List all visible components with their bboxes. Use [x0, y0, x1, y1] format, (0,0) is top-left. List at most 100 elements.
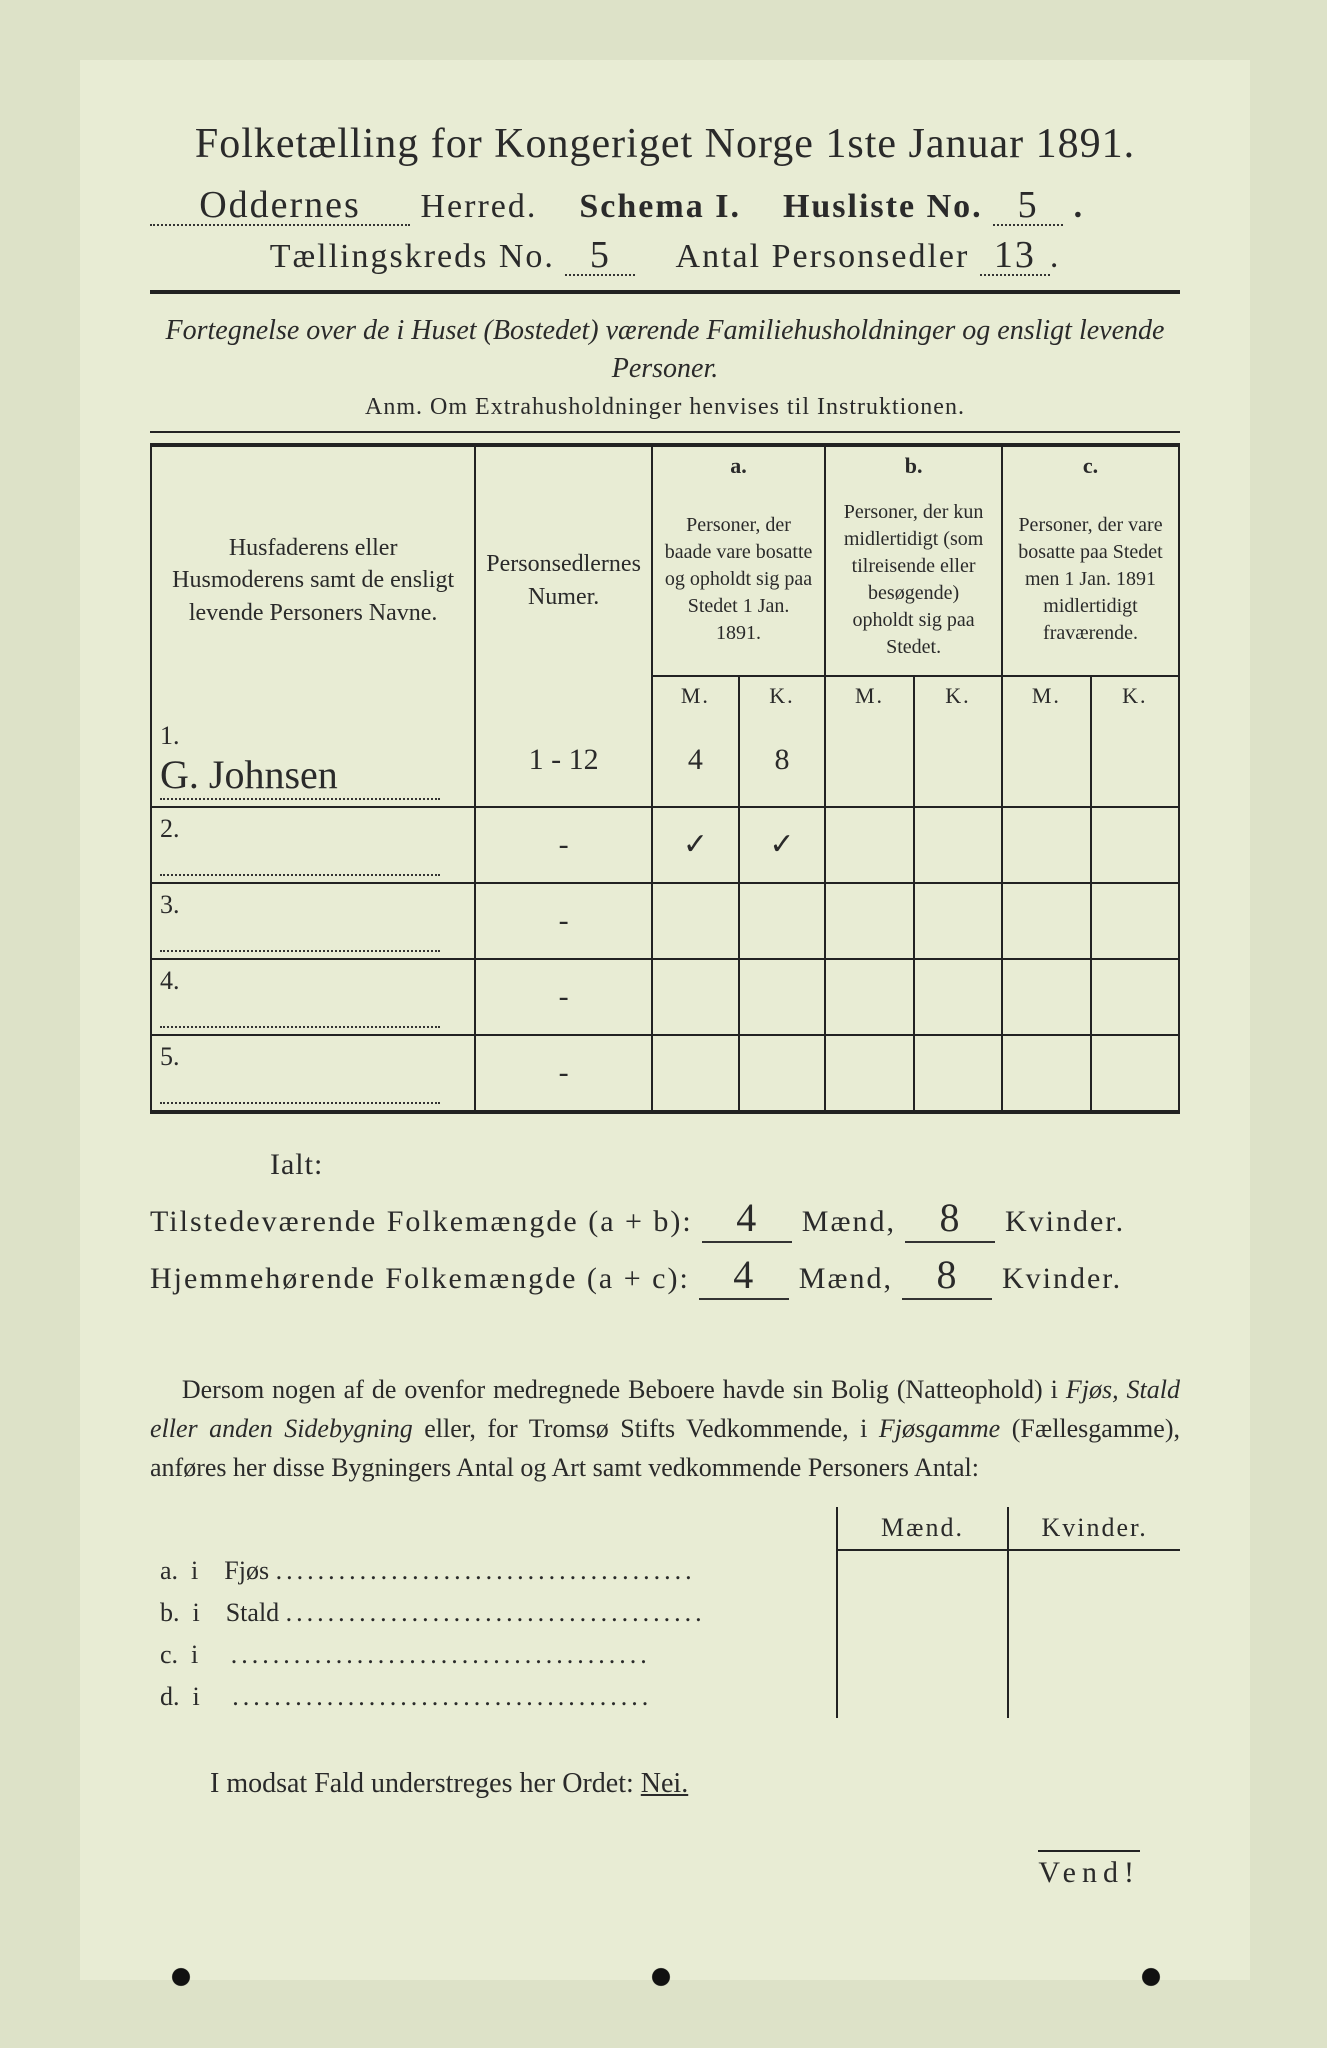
divider: [150, 290, 1180, 294]
bldg-k: [1008, 1676, 1180, 1718]
bldg-label: c. i ...................................…: [150, 1634, 837, 1676]
sum1-label: Tilstedeværende Folkemængde (a + b):: [150, 1205, 693, 1238]
maend-header: Mænd.: [837, 1507, 1009, 1550]
k-label: K.: [739, 676, 825, 715]
nei-word: Nei.: [641, 1768, 688, 1799]
header-line-2: Tællingskreds No. 5 Antal Personsedler 1…: [150, 236, 1180, 276]
nei-line: I modsat Fald understreges her Ordet: Ne…: [210, 1768, 1180, 1800]
bldg-m: [837, 1592, 1009, 1634]
antal-label: Antal Personsedler: [676, 238, 970, 275]
bldg-m: [837, 1634, 1009, 1676]
kreds-label: Tællingskreds No.: [270, 238, 555, 275]
c-m-cell: [1002, 807, 1091, 883]
husliste-value: 5: [993, 186, 1063, 226]
a-k-cell: [739, 883, 825, 959]
b-k-cell: [914, 1035, 1002, 1112]
page-title: Folketælling for Kongeriget Norge 1ste J…: [150, 120, 1180, 168]
kvinder-label: Kvinder.: [1002, 1262, 1122, 1295]
pn-cell: -: [475, 959, 652, 1035]
bldg-k: [1008, 1592, 1180, 1634]
c-m-cell: [1002, 959, 1091, 1035]
bldg-k: [1008, 1550, 1180, 1592]
name-cell: 3.: [151, 883, 475, 959]
table-row: 1.G. Johnsen1 - 1248: [151, 715, 1179, 807]
name-cell: 1.G. Johnsen: [151, 715, 475, 807]
bldg-label: d. i ...................................…: [150, 1676, 837, 1718]
pn-cell: -: [475, 883, 652, 959]
table-row: 2. -✓✓: [151, 807, 1179, 883]
household-table: Husfaderens eller Husmoderens samt de en…: [150, 443, 1180, 1114]
kvinder-label: Kvinder.: [1005, 1205, 1125, 1238]
c-k-cell: [1091, 715, 1179, 807]
nei-pre: I modsat Fald understreges her Ordet:: [210, 1768, 641, 1799]
anm-text: Anm. Om Extrahusholdninger henvises til …: [150, 394, 1180, 421]
schema-label: Schema I.: [579, 188, 741, 225]
kvinder-header: Kvinder.: [1008, 1507, 1180, 1550]
b-m-cell: [825, 959, 914, 1035]
maend-label: Mænd,: [802, 1205, 896, 1238]
hole-mark: [170, 1966, 192, 1988]
m-label: M.: [1002, 676, 1091, 715]
a-m-cell: ✓: [652, 807, 739, 883]
bldg-label: b. i Stald .............................…: [150, 1592, 837, 1634]
k-label: K.: [914, 676, 1002, 715]
husliste-label: Husliste No.: [783, 188, 983, 225]
name-cell: 2.: [151, 807, 475, 883]
table-row: 5. -: [151, 1035, 1179, 1112]
a-m-cell: [652, 883, 739, 959]
antal-value: 13: [980, 236, 1050, 276]
divider: [150, 431, 1180, 433]
b-m-cell: [825, 883, 914, 959]
a-k-cell: [739, 1035, 825, 1112]
herred-value: Oddernes: [150, 186, 410, 226]
c-m-cell: [1002, 883, 1091, 959]
outbuilding-row: a. i Fjøs ..............................…: [150, 1550, 1180, 1592]
col-c-header: Personer, der vare bosatte paa Stedet me…: [1002, 485, 1179, 676]
a-k-cell: ✓: [739, 807, 825, 883]
sum-present-line: Tilstedeværende Folkemængde (a + b): 4 M…: [150, 1194, 1180, 1243]
c-k-cell: [1091, 883, 1179, 959]
sum2-label: Hjemmehørende Folkemængde (a + c):: [150, 1262, 690, 1295]
col-header-names: Husfaderens eller Husmoderens samt de en…: [151, 445, 475, 715]
pn-cell: -: [475, 807, 652, 883]
hole-mark: [650, 1966, 672, 1988]
outbuilding-row: b. i Stald .............................…: [150, 1592, 1180, 1634]
b-m-cell: [825, 715, 914, 807]
bldg-label: a. i Fjøs ..............................…: [150, 1550, 837, 1592]
herred-label: Herred.: [421, 188, 538, 225]
outbuilding-row: d. i ...................................…: [150, 1676, 1180, 1718]
sum1-m: 4: [702, 1194, 792, 1243]
header-line-1: Oddernes Herred. Schema I. Husliste No. …: [150, 186, 1180, 226]
sum2-k: 8: [902, 1251, 992, 1300]
b-k-cell: [914, 883, 1002, 959]
intro-text: Fortegnelse over de i Huset (Bostedet) v…: [150, 312, 1180, 388]
col-a-header: Personer, der baade vare bosatte og opho…: [652, 485, 825, 676]
sum2-m: 4: [699, 1251, 789, 1300]
kreds-value: 5: [565, 236, 635, 276]
bldg-m: [837, 1676, 1009, 1718]
a-k-cell: [739, 959, 825, 1035]
c-k-cell: [1091, 807, 1179, 883]
sum-resident-line: Hjemmehørende Folkemængde (a + c): 4 Mæn…: [150, 1251, 1180, 1300]
census-form-page: Folketælling for Kongeriget Norge 1ste J…: [80, 60, 1250, 1980]
b-m-cell: [825, 807, 914, 883]
pn-cell: -: [475, 1035, 652, 1112]
c-k-cell: [1091, 1035, 1179, 1112]
hole-mark: [1140, 1966, 1162, 1988]
b-k-cell: [914, 959, 1002, 1035]
m-label: M.: [825, 676, 914, 715]
a-m-cell: 4: [652, 715, 739, 807]
pn-cell: 1 - 12: [475, 715, 652, 807]
maend-label: Mænd,: [799, 1262, 893, 1295]
outbuilding-table: Mænd. Kvinder. a. i Fjøs ...............…: [150, 1507, 1180, 1718]
col-header-pn: Personsedlernes Numer.: [475, 445, 652, 715]
col-c-label: c.: [1002, 445, 1179, 485]
table-row: 4. -: [151, 959, 1179, 1035]
outbuilding-row: c. i ...................................…: [150, 1634, 1180, 1676]
a-m-cell: [652, 1035, 739, 1112]
vend-label: Vend!: [1038, 1850, 1140, 1890]
ialt-label: Ialt:: [270, 1148, 1180, 1182]
b-k-cell: [914, 715, 1002, 807]
a-k-cell: 8: [739, 715, 825, 807]
c-m-cell: [1002, 715, 1091, 807]
